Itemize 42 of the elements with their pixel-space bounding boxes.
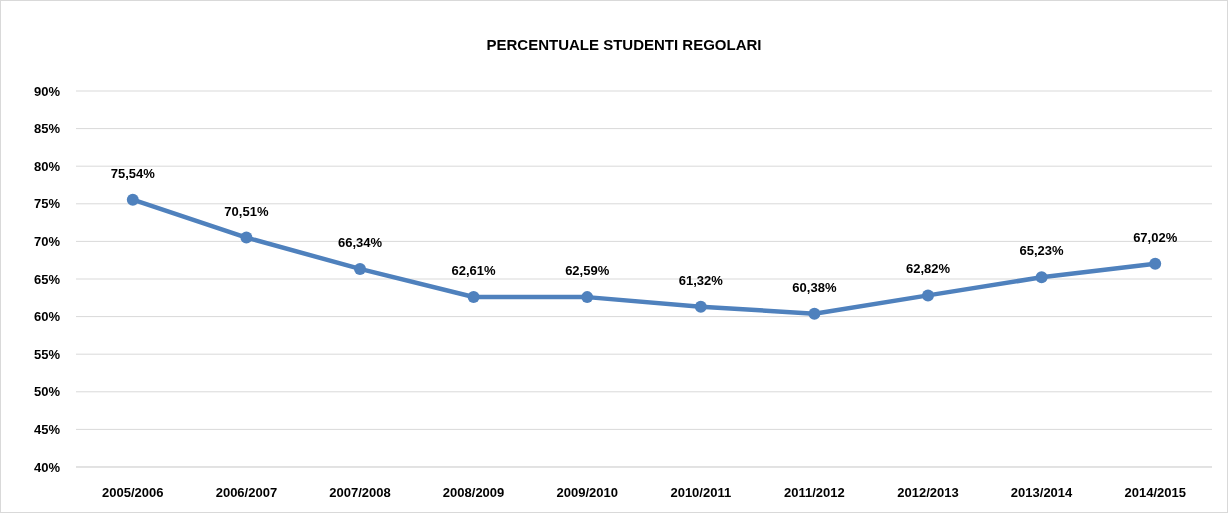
chart-title: PERCENTUALE STUDENTI REGOLARI <box>486 36 762 53</box>
point <box>467 290 480 303</box>
point <box>1149 257 1162 270</box>
point <box>581 291 594 304</box>
point <box>240 231 253 244</box>
data-label: 62,61% <box>451 262 497 278</box>
x-tick-label: 2006/2007 <box>215 485 278 500</box>
y-tick-label: 75% <box>33 196 61 212</box>
x-tick-label: 2007/2008 <box>329 485 391 500</box>
x-tick-label: 2011/2012 <box>784 485 845 500</box>
data-label: 60,38% <box>792 279 837 295</box>
y-tick-label: 60% <box>33 309 61 325</box>
point <box>694 300 707 313</box>
x-tick-label: 2009/2010 <box>556 485 618 500</box>
data-label: 65,23% <box>1019 243 1065 259</box>
y-tick-label: 80% <box>33 158 61 174</box>
point <box>922 289 934 302</box>
x-tick-label: 2012/2013 <box>897 485 959 500</box>
x-tick-label: 2005/2006 <box>102 485 164 500</box>
x-tick-label: 2014/2015 <box>1124 485 1186 500</box>
y-tick-label: 50% <box>33 384 61 400</box>
data-label: 66,34% <box>337 234 383 250</box>
y-tick-label: 90% <box>33 83 61 99</box>
y-tick-label: 65% <box>33 271 61 287</box>
point <box>126 193 139 206</box>
point <box>808 307 821 320</box>
y-tick-label: 40% <box>33 459 61 475</box>
y-tick-label: 85% <box>33 121 61 137</box>
point <box>354 262 366 275</box>
data-label: 67,02% <box>1133 229 1178 245</box>
data-label: 75,54% <box>110 165 156 181</box>
y-tick-label: 70% <box>33 233 61 249</box>
data-label: 62,59% <box>565 263 610 279</box>
point <box>1035 271 1048 284</box>
x-tick-label: 2013/2014 <box>1010 485 1074 500</box>
data-label: 70,51% <box>224 203 269 219</box>
x-tick-label: 2010/2011 <box>670 485 732 500</box>
y-tick-label: 55% <box>33 346 61 362</box>
data-label: 61,32% <box>678 272 724 288</box>
x-tick-label: 2008/2009 <box>442 485 505 500</box>
y-tick-label: 45% <box>33 421 61 437</box>
data-label: 62,82% <box>905 261 951 277</box>
